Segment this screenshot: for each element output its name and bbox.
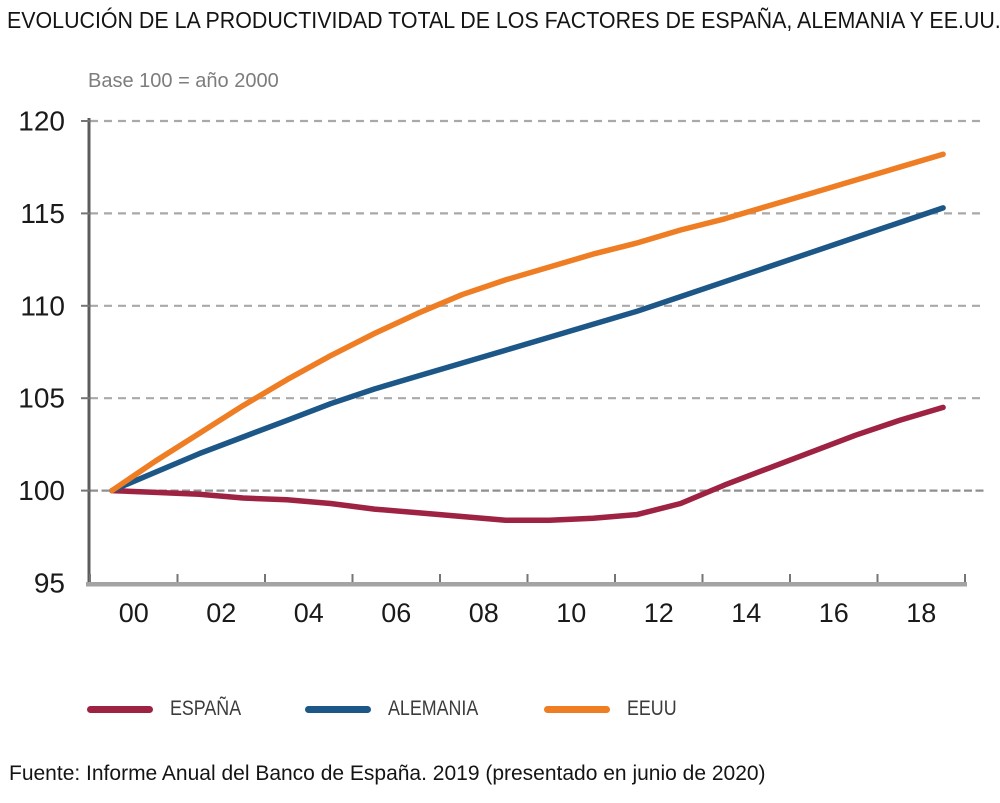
- chart-subtitle: Base 100 = año 2000: [88, 70, 279, 92]
- x-axis-label: 00: [119, 598, 149, 628]
- legend-label-eeuu: EEUU: [627, 697, 677, 720]
- legend-item-alemania: ALEMANIA: [305, 694, 494, 724]
- y-axis-label: 120: [18, 106, 65, 137]
- series-line-eeuu: [109, 151, 946, 494]
- x-axis-label: 08: [469, 598, 499, 628]
- legend-label-espana: ESPAÑA: [170, 697, 242, 720]
- series-line-alemania: [109, 205, 946, 494]
- source-note: Fuente: Informe Anual del Banco de Españ…: [9, 762, 766, 785]
- chart-title: EVOLUCIÓN DE LA PRODUCTIVIDAD TOTAL DE L…: [7, 7, 1000, 33]
- series-line-espana: [109, 404, 946, 523]
- x-axis-label: 04: [294, 598, 324, 628]
- legend-swatch-eeuu: [544, 705, 610, 713]
- legend-label-alemania: ALEMANIA: [388, 697, 479, 720]
- legend-item-espana: ESPAÑA: [87, 694, 254, 724]
- y-axis-label: 110: [20, 290, 65, 321]
- x-axis-label: 02: [206, 598, 236, 628]
- y-axis-label: 105: [18, 383, 65, 414]
- productivity-line-chart: 95 100 105 110 115 120 00 02 04 06 08 10 12 14 16 18: [18, 106, 985, 628]
- chart-legend: ESPAÑA ALEMANIA EEUU: [0, 694, 1000, 724]
- y-axis-label: 100: [18, 475, 65, 506]
- x-axis-label: 12: [644, 598, 674, 628]
- y-axis-label: 115: [20, 198, 65, 229]
- legend-swatch-alemania: [305, 705, 371, 713]
- x-axis-line: [86, 582, 967, 587]
- legend-swatch-espana: [87, 705, 153, 713]
- x-axis-label: 10: [556, 598, 586, 628]
- x-axis-label: 06: [381, 598, 411, 628]
- y-axis-label: 95: [34, 568, 65, 599]
- legend-item-eeuu: EEUU: [544, 694, 685, 724]
- x-axis-label: 16: [819, 598, 849, 628]
- x-axis-label: 18: [906, 598, 936, 628]
- x-axis-label: 14: [731, 598, 761, 628]
